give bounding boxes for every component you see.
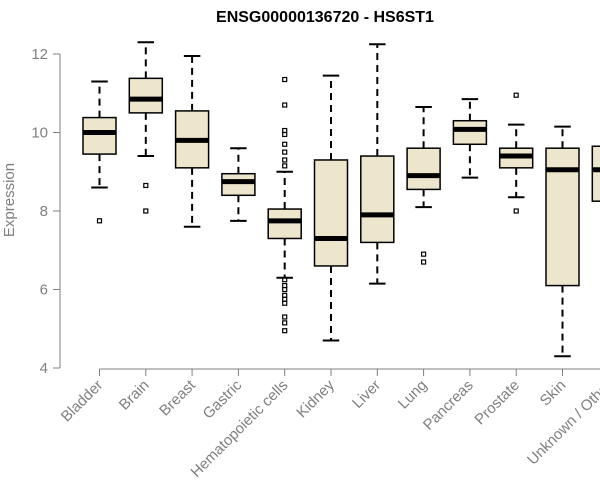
x-tick-label: Skin — [537, 377, 570, 410]
x-tick-label: Gastric — [200, 376, 246, 422]
box-bladder — [82, 80, 117, 224]
outlier-point — [421, 251, 427, 257]
iqr-box — [128, 77, 164, 114]
outlier-point — [282, 141, 288, 147]
box-lung — [406, 105, 441, 265]
y-tick-label: 8 — [40, 203, 48, 220]
chart-title: ENSG00000136720 - HS6ST1 — [216, 9, 434, 26]
outlier-point — [282, 157, 288, 163]
outlier-point — [282, 277, 288, 283]
outlier-point — [513, 92, 519, 98]
x-tick-label: Prostate — [471, 377, 523, 429]
box-pancreas — [452, 98, 488, 179]
outlier-point — [282, 76, 288, 83]
x-tick-label: Pancreas — [420, 377, 477, 434]
boxes-layer — [82, 41, 600, 358]
box-prostate — [498, 92, 534, 214]
iqr-box — [406, 147, 441, 191]
y-tick-label: 10 — [31, 125, 48, 142]
box-gastric — [221, 147, 256, 222]
outlier-point — [282, 300, 288, 306]
outlier-point — [282, 314, 288, 320]
box-unknown-other — [591, 145, 600, 202]
outlier-point — [143, 182, 149, 189]
box-kidney — [313, 74, 349, 342]
outlier-point — [282, 149, 288, 155]
outlier-point — [282, 131, 288, 138]
y-tick-label: 12 — [31, 46, 48, 63]
y-axis: 4 6 8 10 12 — [31, 46, 61, 377]
iqr-box — [267, 208, 302, 240]
iqr-box — [313, 159, 349, 267]
x-tick-label: Bladder — [58, 377, 107, 426]
x-tick-label: Kidney — [293, 376, 338, 421]
y-axis-label: Expression — [1, 163, 18, 237]
outlier-point — [282, 320, 288, 326]
y-tick-label: 6 — [40, 282, 48, 299]
outlier-point — [513, 208, 519, 214]
x-tick-label: Brain — [116, 377, 153, 414]
box-hematopoietic-cells — [267, 76, 302, 334]
x-tick-label: Liver — [349, 377, 384, 412]
box-liver — [360, 43, 395, 285]
iqr-box — [591, 145, 600, 202]
iqr-box — [360, 155, 395, 244]
outlier-point — [282, 102, 288, 108]
y-tick-label: 4 — [40, 360, 48, 377]
outlier-point — [282, 286, 288, 293]
outlier-point — [421, 259, 427, 265]
box-breast — [174, 54, 210, 228]
x-tick-label: Lung — [395, 377, 431, 413]
iqr-box — [221, 172, 256, 197]
box-brain — [128, 41, 164, 214]
x-tick-label: Breast — [156, 376, 199, 419]
box-skin — [545, 125, 580, 358]
iqr-box — [82, 116, 117, 155]
outlier-point — [143, 208, 149, 214]
outlier-point — [282, 163, 288, 169]
outlier-point — [282, 328, 288, 334]
outlier-point — [96, 218, 103, 224]
iqr-box — [452, 119, 488, 146]
